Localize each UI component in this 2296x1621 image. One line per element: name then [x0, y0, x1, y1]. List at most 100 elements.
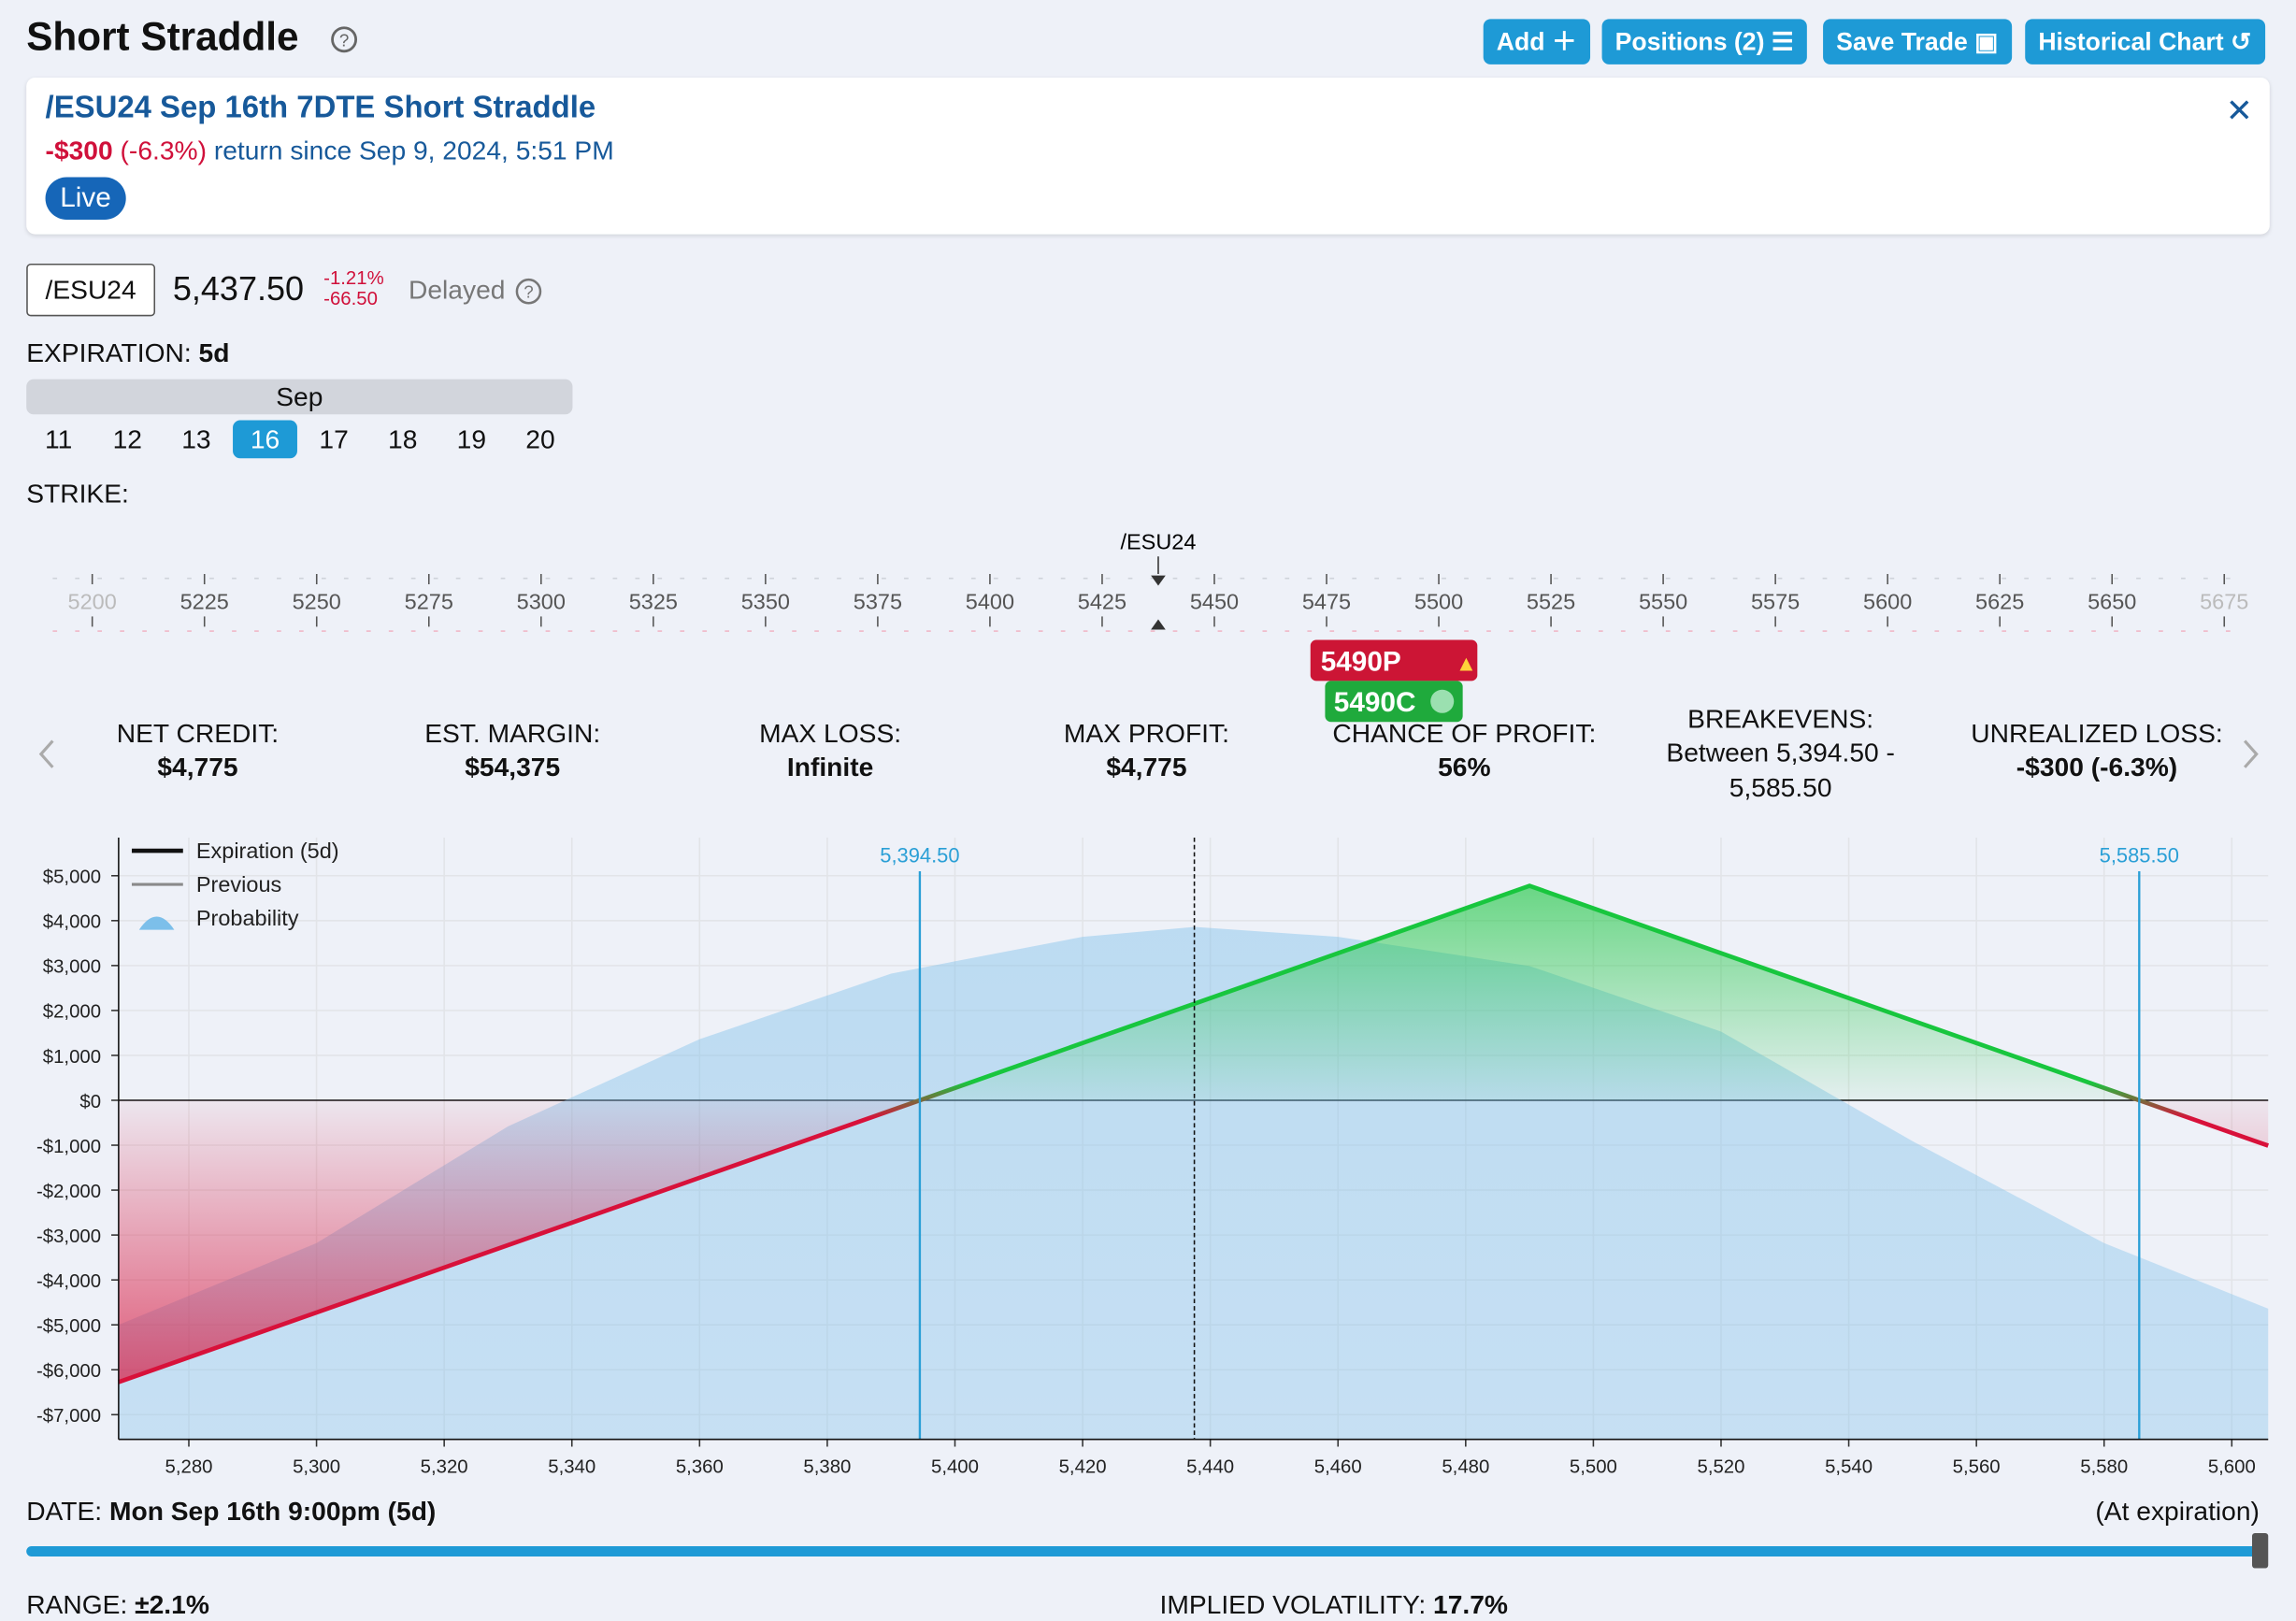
strike-label: STRIKE:	[26, 479, 129, 509]
change-value: -66.50	[323, 287, 378, 309]
x-tick-label: 5,500	[1570, 1457, 1617, 1478]
help-icon[interactable]: ?	[514, 277, 543, 306]
stat: NET CREDIT: $4,775	[36, 718, 359, 785]
pnl-line	[118, 883, 2270, 1384]
strike-label: 5375	[854, 590, 902, 614]
return-value: -$300	[45, 136, 113, 165]
stat-label: NET CREDIT:	[116, 719, 280, 749]
history-button[interactable]: Historical Chart ↺	[2025, 19, 2265, 65]
day-button[interactable]: 11	[45, 424, 73, 454]
expiration-row: EXPIRATION: 5d	[26, 338, 229, 369]
y-tick-label: $3,000	[43, 957, 101, 978]
x-tick-label: 5,420	[1059, 1457, 1107, 1478]
strike-ladder: 5200 5225 5250 5275 5300 5325 5350 5375 5400 5425…	[52, 529, 2248, 723]
stat-value: Infinite	[786, 753, 874, 782]
y-tick-label: $0	[79, 1092, 101, 1112]
x-tick-label: 5,520	[1698, 1457, 1745, 1478]
day-button[interactable]: 13	[181, 424, 211, 454]
stat: MAX PROFIT: $4,775	[985, 718, 1308, 785]
underlying-marker	[1151, 575, 1166, 630]
strike-label: 5425	[1078, 590, 1126, 614]
strike-label: 5250	[293, 590, 341, 614]
range-row: RANGE: ±2.1%	[26, 1590, 209, 1621]
x-tick-label: 5,460	[1314, 1457, 1362, 1478]
day-button[interactable]: 18	[388, 424, 418, 454]
day-button[interactable]: 17	[319, 424, 349, 454]
leg-icon	[1430, 689, 1455, 713]
close-button[interactable]: ✕	[2225, 92, 2253, 129]
x-tick-label: 5,400	[931, 1457, 979, 1478]
save-button[interactable]: Save Trade ▣	[1823, 19, 2012, 65]
y-tick-label: -$3,000	[36, 1227, 101, 1247]
stat-value: Between 5,394.50 - 5,585.50	[1666, 738, 1895, 803]
add-button[interactable]: Add ＋	[1483, 19, 1590, 65]
prev-arrow[interactable]	[32, 737, 61, 772]
stat-label: EST. MARGIN:	[424, 719, 601, 749]
y-tick-label: -$2,000	[36, 1182, 101, 1202]
strike-label: 5275	[405, 590, 453, 614]
payoff-chart: 5,280 5,300 5,320 5,340 5,360 5,380 5,400 5,420…	[36, 837, 2270, 1478]
day-button[interactable]: 19	[456, 424, 487, 454]
help-icon[interactable]: ?	[329, 25, 358, 54]
x-tick-label: 5,540	[1825, 1457, 1873, 1478]
strike-label: 5475	[1302, 590, 1351, 614]
expiration-label: EXPIRATION:	[26, 337, 192, 368]
x-tick-label: 5,560	[1953, 1457, 2001, 1478]
y-tick-label: -$5,000	[36, 1316, 101, 1337]
strike-label: 5550	[1639, 590, 1687, 614]
day-button[interactable]: 16	[233, 420, 297, 459]
return-percent: (-6.3%)	[120, 136, 207, 165]
quote-price: 5,437.50	[172, 269, 305, 308]
x-tick-label: 5,320	[421, 1457, 468, 1478]
stat-label: BREAKEVENS:	[1687, 704, 1874, 734]
button-label: Positions (2)	[1614, 27, 1765, 56]
expiration-value: 5d	[198, 337, 230, 368]
strike-label: 5300	[517, 590, 566, 614]
svg-text:?: ?	[524, 282, 533, 302]
legend-label: Expiration (5d)	[196, 839, 339, 863]
leg-badge-call	[1325, 681, 1463, 723]
strike-label: 5575	[1751, 590, 1800, 614]
legend-label: Previous	[196, 872, 281, 897]
strike-label: 5500	[1414, 590, 1463, 614]
positions-button[interactable]: Positions (2) ☰	[1601, 19, 1807, 65]
strike-label: 5200	[68, 590, 117, 614]
stat-value: -$300 (-6.3%)	[2016, 753, 2178, 782]
legend-swatch	[138, 916, 175, 930]
position-return: -$300 (-6.3%) return since Sep 9, 2024, …	[46, 136, 614, 167]
date-value: Mon Sep 16th 9:00pm (5d)	[108, 1496, 437, 1527]
next-arrow[interactable]	[2236, 737, 2265, 772]
x-tick-label: 5,440	[1186, 1457, 1234, 1478]
month-bar: Sep	[26, 379, 573, 415]
date-slider[interactable]	[26, 1546, 2259, 1557]
stat-label: UNREALIZED LOSS:	[1971, 719, 2223, 749]
position-panel: /ESU24 Sep 16th 7DTE Short Straddle -$30…	[26, 78, 2270, 235]
feed-status: Delayed	[409, 275, 506, 305]
date-label: DATE:	[26, 1496, 103, 1527]
change-percent: -1.21%	[323, 266, 384, 289]
x-tick-label: 5,360	[676, 1457, 724, 1478]
y-tick-label: -$4,000	[36, 1271, 101, 1292]
legend-label: Probability	[196, 906, 299, 930]
day-button[interactable]: 12	[112, 424, 142, 454]
strike-label: 5350	[741, 590, 790, 614]
symbol-input[interactable]: /ESU24	[26, 263, 156, 317]
slider-handle[interactable]	[2252, 1532, 2269, 1569]
strike-label: 5400	[966, 590, 1014, 614]
stat-value: $54,375	[465, 753, 561, 782]
strike-label: 5625	[1975, 590, 2024, 614]
day-button[interactable]: 20	[525, 424, 555, 454]
position-name: /ESU24 Sep 16th 7DTE Short Straddle	[45, 91, 596, 125]
x-tick-label: 5,380	[803, 1457, 851, 1478]
svg-text:?: ?	[339, 30, 349, 50]
stat: EST. MARGIN: $54,375	[352, 718, 674, 785]
stat-label: MAX PROFIT:	[1063, 719, 1229, 749]
quote-change: -1.21% -66.50	[323, 266, 384, 309]
button-label: Save Trade	[1836, 27, 1968, 56]
strike-label: 5675	[2200, 590, 2248, 614]
date-note: (At expiration)	[2095, 1496, 2260, 1527]
date-row: DATE: Mon Sep 16th 9:00pm (5d)	[26, 1497, 436, 1528]
page-title: Short Straddle	[26, 14, 299, 59]
return-since: return since Sep 9, 2024, 5:51 PM	[213, 136, 614, 165]
